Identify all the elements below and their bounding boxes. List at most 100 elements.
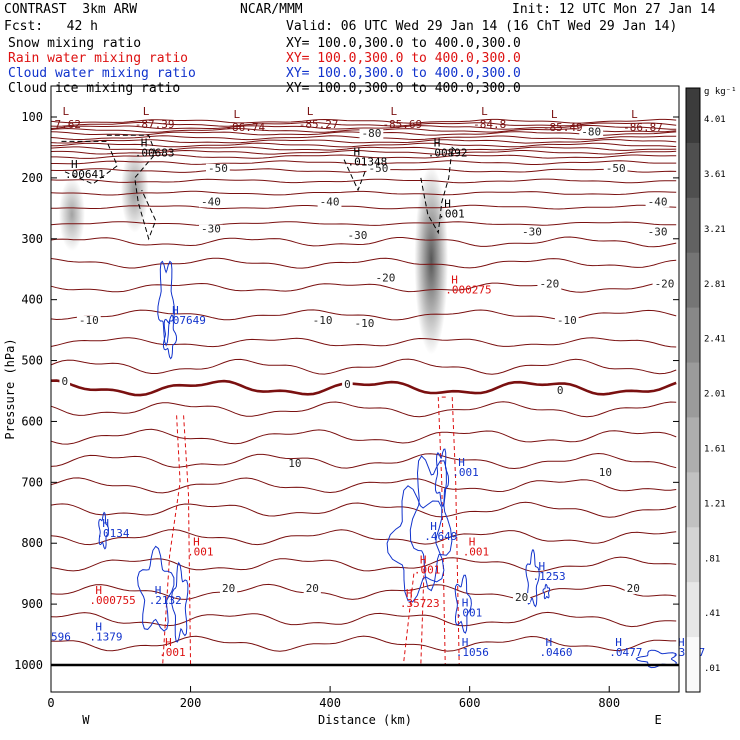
cloud-water-h-marker-7: H	[538, 560, 545, 573]
temperature-line-7	[50, 142, 677, 148]
cloud-water-contour-10	[542, 583, 551, 600]
temperature-line-26	[50, 452, 677, 470]
temp-label-bg-7	[645, 197, 670, 208]
cloud-water-contour-1	[162, 314, 178, 360]
cloud-water-max-0: .07649	[166, 314, 206, 327]
snow-ice-max-3: .00892	[428, 147, 468, 160]
rain-contour-3	[420, 561, 425, 666]
temperature-line-18	[50, 257, 677, 269]
temp-label-bg-21	[554, 386, 566, 397]
temperature-line-21	[50, 337, 677, 348]
colorbar-frame	[685, 87, 701, 693]
colorbar-segment-2	[686, 197, 700, 254]
colorbar-segment-5	[686, 362, 700, 418]
temp-label-bg-8	[199, 224, 223, 235]
ytick-label-9: 1000	[14, 658, 43, 672]
cloud-water-max-5: .001	[452, 466, 479, 479]
field-label-rain: Rain water mixing ratio	[8, 51, 189, 66]
temp-label-14: -20	[655, 277, 675, 290]
snow-ice-max-4: .001	[438, 207, 465, 220]
temp-label-10: -30	[522, 226, 542, 239]
cloud-water-max-6: .001	[456, 606, 483, 619]
temperature-line-19	[50, 282, 677, 293]
field-label-snow: Snow mixing ratio	[8, 36, 142, 51]
field-xy-cloudice: XY= 100.0,300.0 to 400.0,300.0	[286, 81, 521, 96]
rain-h-marker-6: H	[406, 587, 413, 600]
rain-contour-0	[162, 415, 181, 666]
temp-label-bg-0	[359, 129, 384, 140]
rain-h-marker-4: H	[469, 535, 476, 548]
low-marker-3: L	[307, 105, 314, 118]
temp-label-bg-11	[645, 227, 670, 238]
temp-label-bg-22	[286, 459, 304, 470]
colorbar-tick-2: 3.21	[704, 225, 726, 235]
temp-label-bg-26	[513, 593, 531, 604]
endpoint-west: W	[82, 713, 90, 727]
colorbar-tick-6: 1.61	[704, 444, 726, 454]
ytick-label-4: 500	[21, 354, 43, 368]
colorbar-segment-3	[686, 252, 700, 309]
low-marker-0: L	[62, 105, 69, 118]
colorbar-segment-10	[686, 637, 700, 693]
colorbar-unit: g kg⁻¹	[704, 87, 737, 97]
temp-label-27: 20	[627, 582, 640, 595]
snow-ice-h-marker-1: H	[71, 158, 78, 171]
temp-label-15: -10	[79, 314, 99, 327]
temperature-line-27	[50, 477, 677, 494]
temp-label-22: 10	[288, 457, 301, 470]
temperature-line-6	[50, 139, 677, 144]
field-xy-cloudwater: XY= 100.0,300.0 to 400.0,300.0	[286, 66, 521, 81]
rain-max-0: .000275	[445, 284, 491, 297]
low-label-2: -86.74	[225, 121, 265, 134]
low-label-1: -87.39	[135, 118, 175, 131]
temp-label-0: -80	[362, 127, 382, 140]
cloud-water-h-marker-3: H	[95, 621, 102, 634]
ytick-label-5: 600	[21, 414, 43, 428]
cloud-water-contour-4	[170, 561, 189, 643]
temperature-line-10	[51, 154, 677, 159]
snow-ice-contour-0	[106, 134, 157, 241]
temperature-line-33	[50, 635, 677, 652]
temp-label-9: -30	[348, 229, 368, 242]
temperature-line-12	[50, 168, 677, 173]
rain-max-1: .001	[187, 545, 214, 558]
low-marker-2: L	[233, 108, 240, 121]
temp-label-17: -10	[355, 317, 375, 330]
temp-label-bg-18	[554, 316, 579, 327]
temp-label-8: -30	[201, 223, 221, 236]
cloud-water-h-marker-2: H	[155, 584, 162, 597]
temperature-line-1	[50, 121, 677, 127]
cloud-water-h-marker-1: H	[102, 517, 109, 530]
cloud-water-contour-9	[525, 549, 540, 608]
shading-band-2	[414, 165, 449, 355]
shading-band-0	[120, 147, 149, 233]
cloud-water-contour-7	[434, 448, 450, 508]
colorbar: 4.01 3.61 3.21 2.81 2.41 2.01 1.61 1.21 .81 .41 .0…	[685, 87, 737, 693]
temperature-line-29	[50, 529, 677, 546]
ytick-label-7: 800	[21, 536, 43, 550]
temp-label-bg-1	[579, 127, 604, 138]
low-label-0: 7.62	[54, 118, 81, 131]
temp-label-bg-9	[345, 230, 370, 241]
rain-h-marker-0: H	[451, 274, 458, 287]
rain-max-2: .000755	[89, 594, 135, 607]
temp-label-bg-14	[652, 279, 677, 290]
temp-label-bg-2	[206, 163, 230, 174]
temp-label-bg-4	[603, 163, 628, 174]
colorbar-segment-7	[686, 472, 700, 528]
colorbar-segment-6	[686, 417, 700, 473]
temp-label-20: 0	[344, 378, 351, 391]
temp-label-16: -10	[313, 314, 333, 327]
temp-label-bg-3	[366, 163, 391, 174]
temp-label-bg-17	[352, 319, 377, 330]
cloud-water-contour-0	[157, 260, 175, 347]
x-axis-label: Distance (km)	[318, 713, 412, 727]
ytick-label-8: 900	[21, 597, 43, 611]
temp-label-bg-16	[310, 316, 335, 327]
temp-label-bg-10	[520, 227, 544, 238]
temperature-line-31	[50, 583, 677, 600]
temperature-line-15	[50, 204, 677, 210]
temperature-line-11	[51, 160, 677, 165]
rain-contour-1	[183, 415, 192, 666]
